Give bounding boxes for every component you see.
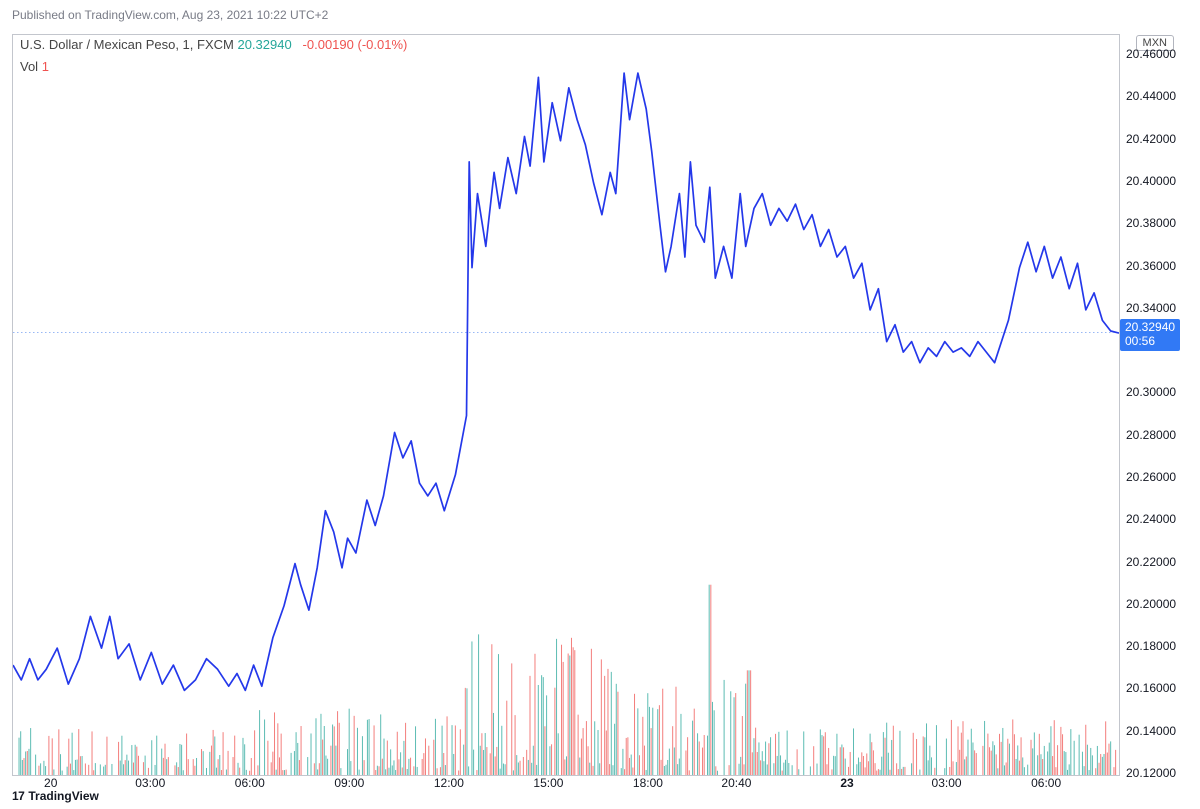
y-tick: 20.30000 [1126, 385, 1176, 399]
y-tick: 20.26000 [1126, 470, 1176, 484]
y-tick: 20.24000 [1126, 512, 1176, 526]
current-price-label: 20.3294000:56 [1120, 319, 1180, 351]
y-tick: 20.18000 [1126, 639, 1176, 653]
x-tick: 23 [840, 776, 853, 790]
x-tick: 03:00 [135, 776, 165, 790]
x-tick: 06:00 [1031, 776, 1061, 790]
y-tick: 20.16000 [1126, 681, 1176, 695]
y-tick: 20.38000 [1126, 216, 1176, 230]
x-tick: 20 [44, 776, 57, 790]
x-tick: 18:00 [633, 776, 663, 790]
y-tick: 20.46000 [1126, 47, 1176, 61]
y-tick: 20.42000 [1126, 132, 1176, 146]
x-tick: 12:00 [434, 776, 464, 790]
price-chart[interactable] [12, 34, 1120, 776]
published-caption: Published on TradingView.com, Aug 23, 20… [12, 8, 328, 22]
x-axis: 20 03:00 06:00 09:00 12:00 15:00 18:00 20:40 23 0… [12, 776, 1118, 796]
x-tick: 03:00 [932, 776, 962, 790]
y-tick: 20.22000 [1126, 555, 1176, 569]
y-tick: 20.14000 [1126, 724, 1176, 738]
y-tick: 20.20000 [1126, 597, 1176, 611]
y-tick: 20.44000 [1126, 89, 1176, 103]
y-tick: 20.34000 [1126, 301, 1176, 315]
y-tick: 20.28000 [1126, 428, 1176, 442]
y-tick: 20.40000 [1126, 174, 1176, 188]
chart-svg [13, 35, 1119, 775]
brand-footer: 17TradingView [12, 789, 99, 803]
x-tick: 15:00 [533, 776, 563, 790]
y-tick: 20.36000 [1126, 259, 1176, 273]
x-tick: 20:40 [721, 776, 751, 790]
y-tick: 20.12000 [1126, 766, 1176, 780]
x-tick: 06:00 [235, 776, 265, 790]
y-axis: 20.46000 20.44000 20.42000 20.40000 20.38000… [1120, 34, 1190, 774]
x-tick: 09:00 [334, 776, 364, 790]
